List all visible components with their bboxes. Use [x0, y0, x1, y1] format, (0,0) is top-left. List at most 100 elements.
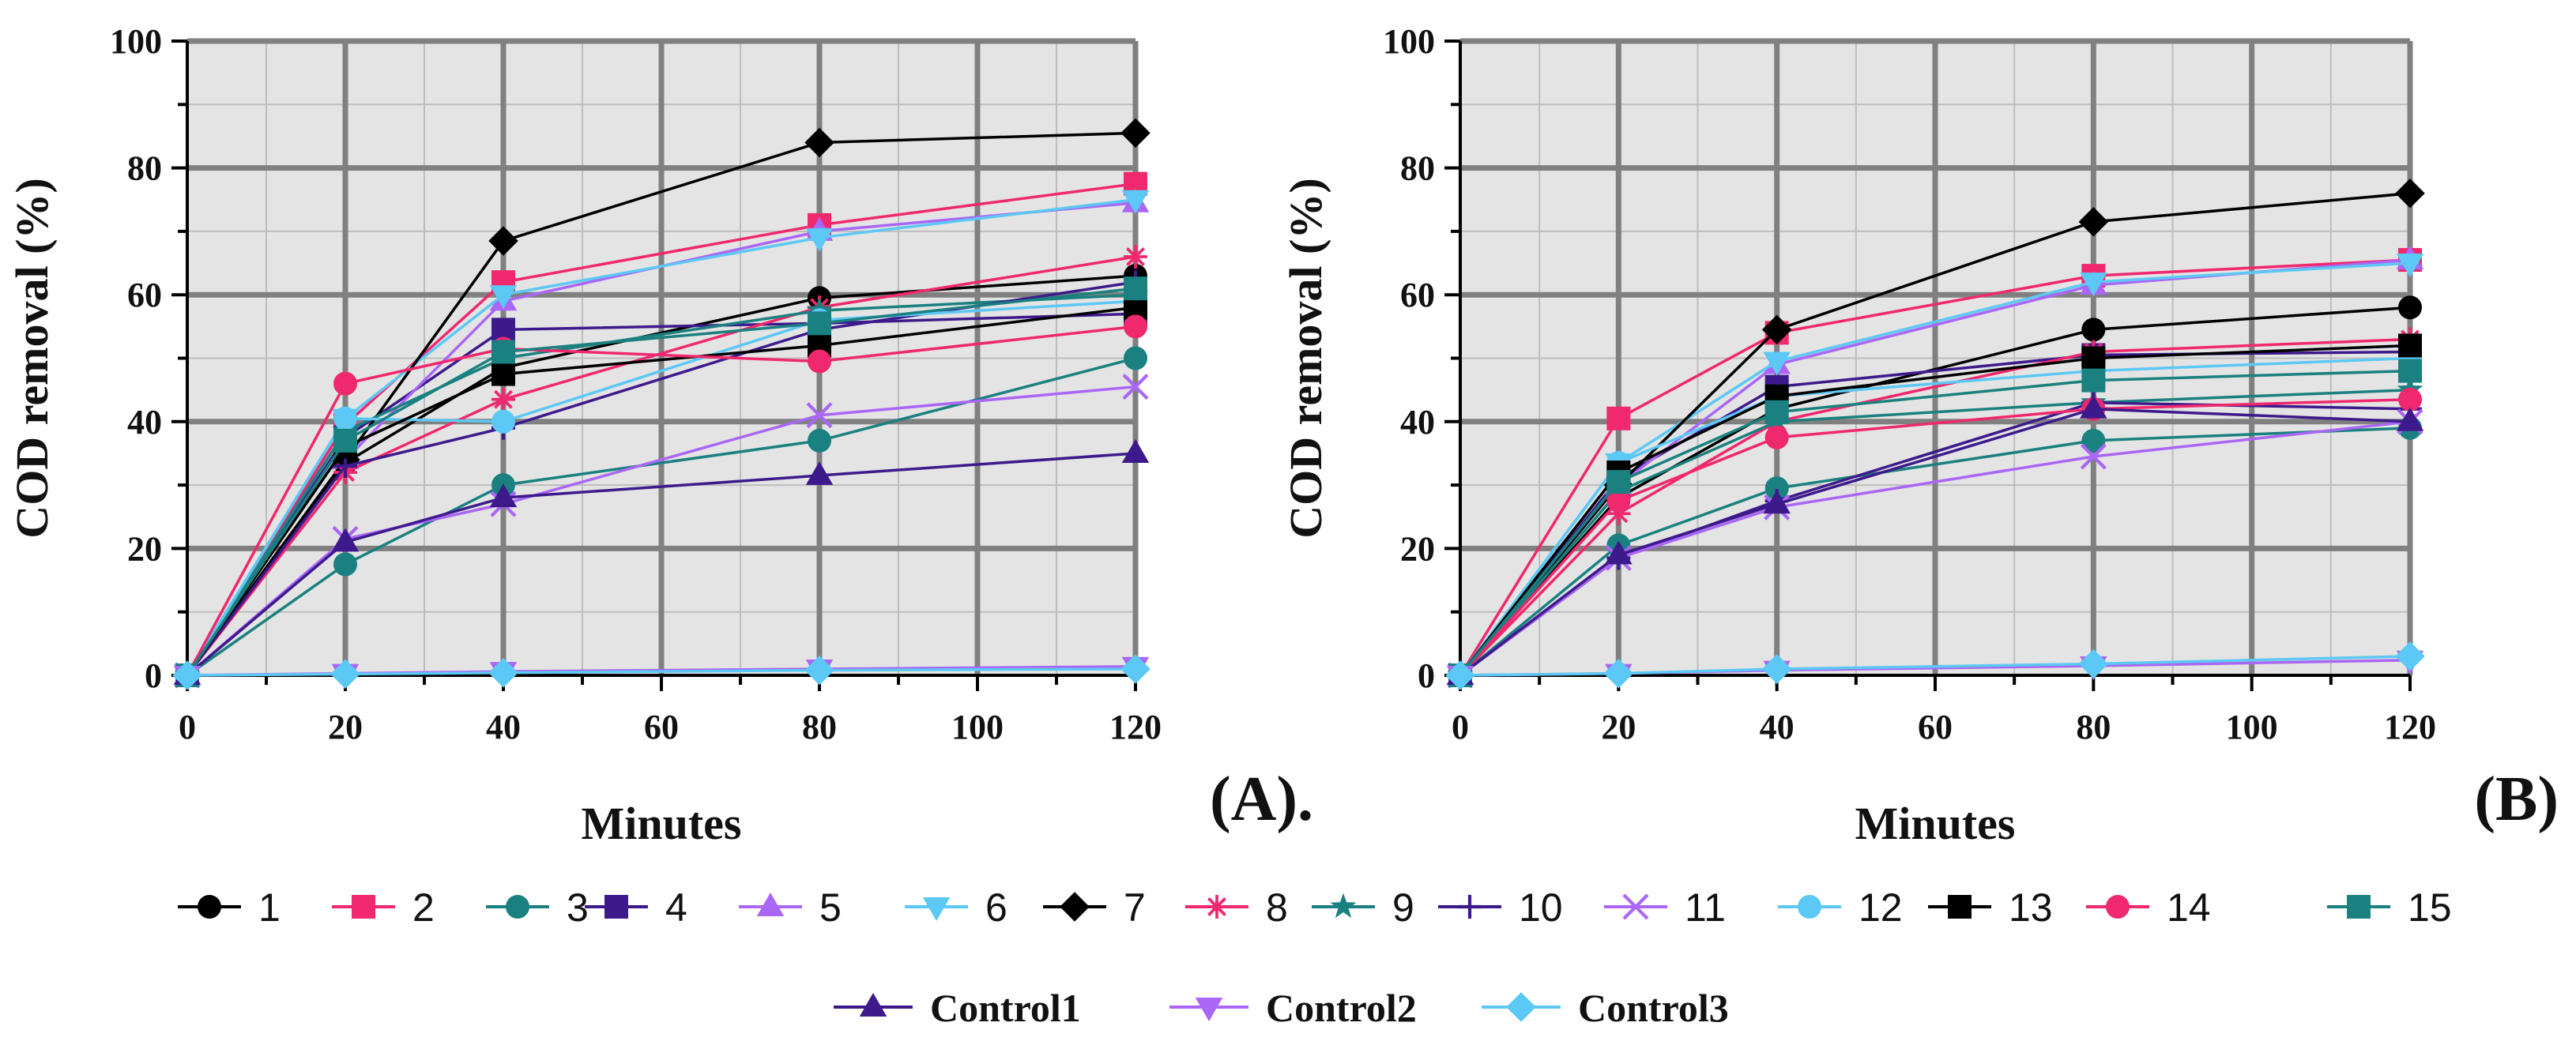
legend-label: 5	[819, 885, 842, 930]
legend-label: 14	[2167, 885, 2211, 930]
series-control3-point	[488, 658, 518, 688]
legend-item-4: 4	[585, 885, 687, 930]
series-15-point	[1764, 400, 1789, 424]
legend-marker	[2347, 895, 2371, 919]
series-3-point	[2081, 428, 2106, 453]
series-control3-point	[330, 659, 360, 690]
series-control3-point	[1603, 658, 1634, 689]
legend-label: 4	[665, 885, 687, 930]
x-axis-title: Minutes	[582, 798, 742, 849]
series-control1-point	[1121, 438, 1150, 463]
y-tick-label: 0	[145, 656, 162, 695]
series-7-point	[2078, 207, 2109, 237]
legend-item-15: 15	[2327, 885, 2452, 930]
y-tick-label: 100	[1383, 22, 1435, 61]
legend-marker	[1506, 992, 1536, 1022]
series-12-point	[333, 406, 357, 430]
series-3-point	[333, 552, 357, 577]
legend-marker	[922, 897, 951, 921]
y-tick-label: 0	[1418, 656, 1435, 695]
legend-marker	[2106, 895, 2130, 919]
series-15-point	[1124, 276, 1147, 301]
series-15-point	[808, 311, 831, 336]
y-tick-label: 60	[1400, 276, 1435, 314]
series-7-point	[1120, 118, 1151, 148]
series-6-point	[1763, 351, 1791, 376]
y-axis-title: COD removal (%)	[1280, 178, 1331, 538]
legend-marker	[1330, 893, 1357, 918]
x-tick-label: 60	[644, 708, 679, 746]
series-8-point	[491, 387, 515, 412]
series-3-point	[808, 428, 831, 453]
series-2-point	[1606, 406, 1631, 430]
x-tick-label: 0	[1452, 708, 1469, 746]
series-14-point	[333, 371, 357, 396]
legend-marker	[604, 895, 628, 919]
legend-item-3: 3	[486, 885, 589, 930]
legend-item-8: 8	[1185, 885, 1288, 930]
series-13-point	[2398, 333, 2422, 358]
legend-marker	[198, 895, 221, 919]
axes: 0 20 40 60 80 100 0 20 40 60 80 100 120	[1383, 22, 2436, 746]
series-control3	[1445, 641, 2425, 690]
legend-marker	[1948, 895, 1972, 919]
series-14-point	[1764, 425, 1789, 449]
series-15-point	[333, 428, 357, 453]
y-tick-label: 60	[127, 276, 162, 314]
legend-marker	[506, 895, 529, 919]
y-tick-label: 100	[110, 22, 162, 61]
x-tick-label: 100	[951, 708, 1004, 746]
y-tick-label: 20	[1400, 529, 1435, 568]
series-13-point	[491, 362, 515, 386]
legend-item-7: 7	[1043, 885, 1146, 930]
legend-item-control3: Control3	[1482, 986, 1729, 1030]
series-control1-point	[489, 483, 518, 508]
x-tick-label: 80	[2076, 708, 2111, 746]
series-6-point	[805, 227, 834, 252]
legend-item-control2: Control2	[1169, 986, 1417, 1030]
legend-label: 12	[1859, 885, 1903, 930]
x-tick-label: 40	[486, 708, 521, 746]
y-tick-label: 20	[127, 529, 162, 568]
panel-a: 0 20 40 60 80 100 0 20 40 60 80 100 120 Minutes COD re…	[6, 22, 1313, 849]
legend-marker	[1622, 893, 1649, 920]
series-11-point	[1122, 374, 1149, 400]
series-control1-point	[1605, 540, 1633, 565]
x-tick-label: 20	[1601, 708, 1636, 746]
y-tick-label: 80	[1400, 149, 1435, 188]
series-group	[1445, 178, 2425, 690]
series-12-point	[491, 409, 515, 434]
legend-marker	[1458, 895, 1482, 919]
series-8-point	[1124, 245, 1147, 269]
legend-label: Control2	[1266, 986, 1417, 1030]
legend-label: 11	[1685, 885, 1726, 930]
series-7-point	[1761, 314, 1792, 345]
series-control3-point	[1445, 660, 1475, 690]
series-3-point	[1124, 346, 1147, 370]
legend-label: 9	[1392, 885, 1414, 930]
series-control1-point	[2396, 407, 2424, 431]
legend-item-10: 10	[1438, 885, 1563, 930]
panel-label: (A).	[1210, 765, 1313, 834]
series-group	[172, 118, 1151, 690]
x-tick-label: 20	[328, 708, 363, 746]
legend-item-13: 13	[1928, 885, 2053, 930]
x-tick-label: 100	[2226, 708, 2278, 746]
x-tick-label: 0	[179, 708, 196, 746]
legend-label: 2	[412, 885, 435, 930]
series-1-point	[2081, 318, 2106, 342]
x-tick-label: 60	[1918, 708, 1953, 746]
series-control3-point	[1120, 654, 1151, 684]
series-control3-point	[172, 660, 202, 690]
legend-label: 15	[2408, 885, 2452, 930]
legend-marker	[756, 893, 785, 916]
legend-label: 6	[985, 885, 1007, 930]
series-control3-point	[1761, 654, 1792, 684]
series-11-point	[806, 402, 833, 429]
legend-marker	[352, 895, 375, 919]
legend-label: 10	[1519, 885, 1563, 930]
series-15-point	[2081, 368, 2106, 393]
series-15-point	[491, 340, 515, 364]
series-control3	[172, 654, 1151, 690]
